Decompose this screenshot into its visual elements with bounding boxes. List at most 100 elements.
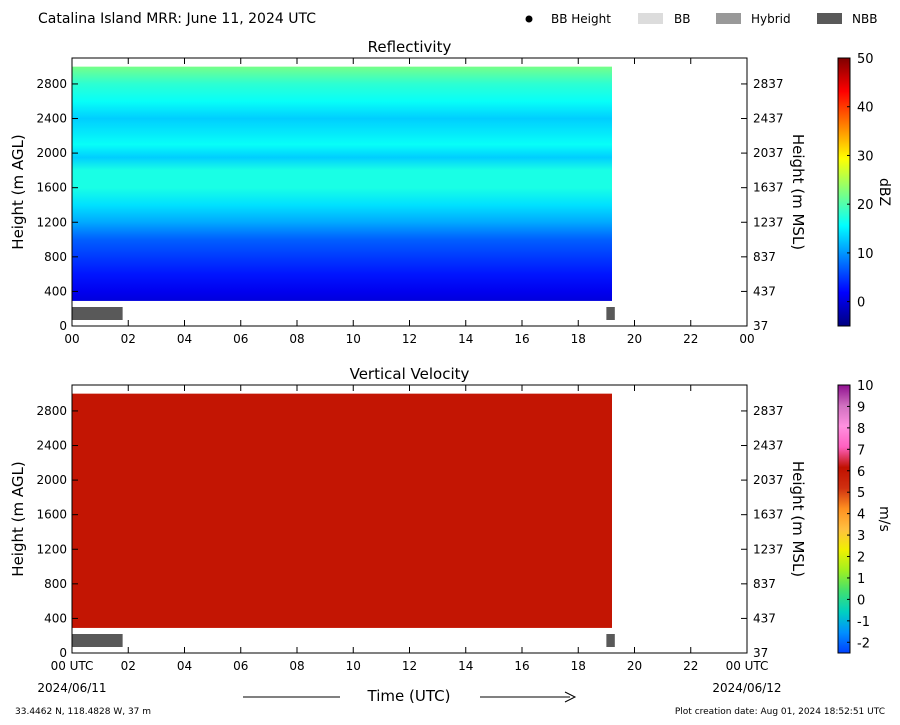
location-label: 33.4462 N, 118.4828 W, 37 m: [15, 707, 151, 717]
colorbar-tick-label: 10: [857, 379, 874, 394]
colorbar-tick-label: 4: [857, 508, 865, 523]
bright-band-bar: [72, 307, 123, 320]
legend-bb-label: BB: [674, 12, 690, 26]
x-tick-label: 10: [346, 332, 361, 346]
end-date-label: 2024/06/12: [712, 681, 781, 695]
y-tick-label: 2000: [36, 473, 67, 487]
legend-hybrid-label: Hybrid: [751, 12, 791, 26]
y-tick-label: 800: [44, 577, 67, 591]
colorbar-tick-label: 6: [857, 465, 865, 480]
x-tick-label: 12: [402, 332, 417, 346]
colorbar-tick-label: 9: [857, 400, 865, 415]
x-tick-label: 14: [458, 659, 473, 673]
x-tick-label: 12: [402, 659, 417, 673]
colorbar-tick-label: 0: [857, 593, 865, 608]
colorbar-tick-label: 8: [857, 422, 865, 437]
x-tick-label: 22: [683, 659, 698, 673]
bright-band-bar: [606, 307, 615, 320]
y-tick-label: 400: [44, 284, 67, 298]
colorbar-tick-label: 10: [857, 247, 874, 262]
bright-band-bar: [72, 634, 123, 647]
y-tick-label: 2400: [36, 112, 67, 126]
colorbar-tick-label: 5: [857, 486, 865, 501]
colorbar-tick-label: 0: [857, 296, 865, 311]
colorbar: [837, 57, 851, 327]
legend-nbb-swatch: [817, 13, 842, 24]
colorbar-tick-label: 2: [857, 551, 865, 566]
y-right-tick-label: 837: [753, 250, 776, 264]
x-tick-label: 16: [514, 332, 529, 346]
y-right-tick-label: 2837: [753, 77, 784, 91]
x-tick-label: 04: [177, 659, 192, 673]
y-right-tick-label: 2437: [753, 112, 784, 126]
y-tick-label: 0: [59, 319, 67, 333]
x-tick-label: 00: [739, 332, 754, 346]
colorbar-tick-label: 1: [857, 572, 865, 587]
y-tick-label: 1600: [36, 181, 67, 195]
colorbar-tick-label: 30: [857, 149, 874, 164]
figure-title: Catalina Island MRR: June 11, 2024 UTC: [38, 11, 316, 27]
start-date-label: 2024/06/11: [37, 681, 106, 695]
x-tick-label: 18: [571, 332, 586, 346]
creation-date-label: Plot creation date: Aug 01, 2024 18:52:5…: [675, 707, 885, 717]
y-tick-label: 1200: [36, 215, 67, 229]
y-right-tick-label: 837: [753, 577, 776, 591]
x-tick-label: 20: [627, 659, 642, 673]
y-tick-label: 1600: [36, 508, 67, 522]
y-right-tick-label: 2837: [753, 404, 784, 418]
colorbar-tick-label: -2: [857, 636, 870, 651]
y-right-tick-label: 437: [753, 611, 776, 625]
bright-band-bar: [606, 634, 615, 647]
y-right-tick-label: 1237: [753, 542, 784, 556]
data-field: [72, 393, 612, 628]
x-tick-label: 06: [233, 659, 248, 673]
x-tick-label: 14: [458, 332, 473, 346]
data-field: [72, 66, 612, 301]
colorbar-label: dBZ: [876, 178, 892, 206]
colorbar-tick-label: 40: [857, 101, 874, 116]
x-tick-label: 18: [571, 659, 586, 673]
legend-bb-height-marker: [525, 15, 533, 23]
colorbar: [837, 384, 851, 654]
y-axis-right-label: Height (m MSL): [789, 134, 807, 250]
x-tick-label: 00: [64, 332, 79, 346]
x-tick-label: 00 UTC: [51, 659, 94, 673]
x-tick-label: 02: [121, 659, 136, 673]
x-tick-label: 08: [289, 332, 304, 346]
y-tick-label: 1200: [36, 542, 67, 556]
colorbar-tick-label: 20: [857, 198, 874, 213]
legend-bb-height-label: BB Height: [551, 12, 611, 26]
colorbar-tick-label: 7: [857, 443, 865, 458]
y-tick-label: 0: [59, 646, 67, 660]
x-tick-label: 08: [289, 659, 304, 673]
panel-title: Reflectivity: [368, 38, 452, 56]
y-right-tick-label: 2037: [753, 146, 784, 160]
y-axis-label: Height (m AGL): [9, 134, 27, 249]
legend-hybrid-swatch: [716, 13, 741, 24]
y-right-tick-label: 2037: [753, 473, 784, 487]
x-tick-label: 22: [683, 332, 698, 346]
y-right-tick-label: 37: [753, 319, 768, 333]
y-right-tick-label: 1637: [753, 508, 784, 522]
x-tick-label: 00 UTC: [726, 659, 769, 673]
x-tick-label: 16: [514, 659, 529, 673]
y-right-tick-label: 437: [753, 284, 776, 298]
x-tick-label: 04: [177, 332, 192, 346]
y-tick-label: 2000: [36, 146, 67, 160]
x-tick-label: 06: [233, 332, 248, 346]
y-tick-label: 2800: [36, 77, 67, 91]
time-arrow-head: [564, 691, 577, 703]
header-legend: BB Height BB Hybrid NBB: [525, 12, 877, 26]
y-right-tick-label: 1237: [753, 215, 784, 229]
y-right-tick-label: 37: [753, 646, 768, 660]
x-tick-label: 20: [627, 332, 642, 346]
legend-nbb-label: NBB: [852, 12, 877, 26]
legend-bb-swatch: [638, 13, 663, 24]
panel-title: Vertical Velocity: [350, 365, 470, 383]
y-right-tick-label: 1637: [753, 181, 784, 195]
y-tick-label: 2800: [36, 404, 67, 418]
colorbar-tick-label: 50: [857, 52, 874, 67]
